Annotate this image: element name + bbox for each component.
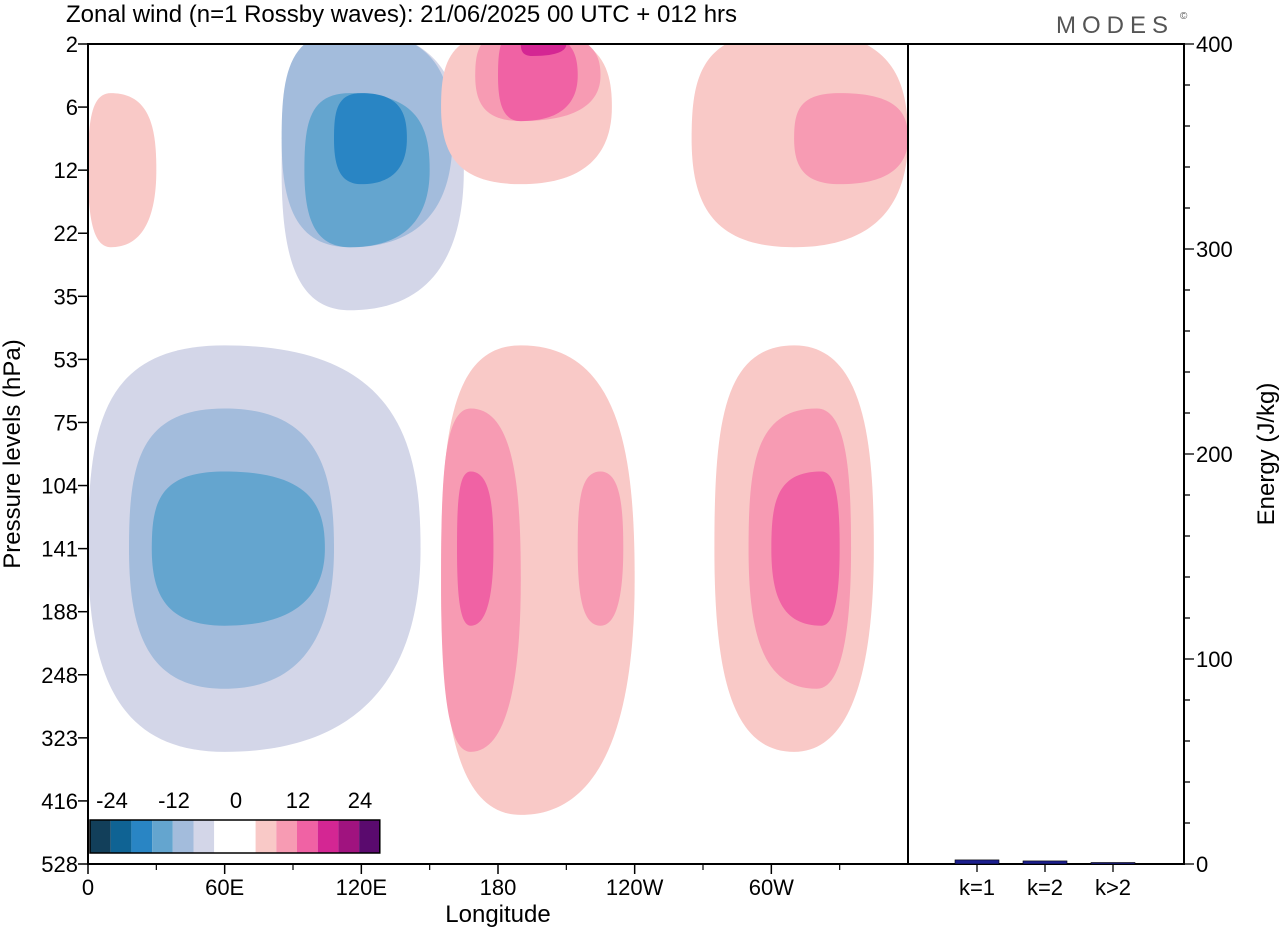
energy-axis-label: Energy (J/kg) [1253, 383, 1280, 526]
y-tick-label: 141 [41, 537, 78, 562]
modes-logo: MODES [1056, 12, 1174, 39]
colorbar-swatch [338, 820, 360, 853]
energy-tick-label: 0 [1196, 852, 1208, 877]
energy-tick-label: 400 [1196, 32, 1233, 57]
colorbar-swatch [214, 820, 235, 853]
contour-region-positive-4 [520, 44, 567, 56]
y-tick-label: 35 [54, 284, 78, 309]
contour-region-positive-2 [794, 93, 908, 185]
y-tick-label: 528 [41, 852, 78, 877]
energy-bar-chart: 0 100 200 300 400 k=1 k=2 k>2 [954, 32, 1233, 900]
x-axis-label: Longitude [445, 901, 550, 928]
y-tick-label: 6 [66, 95, 78, 120]
y-tick-label: 22 [54, 221, 78, 246]
chart-title: Zonal wind (n=1 Rossby waves): 21/06/202… [66, 1, 737, 28]
colorbar: -24 -12 0 12 24 [89, 788, 381, 854]
colorbar-swatch [317, 820, 339, 853]
y-tick-label: 2 [66, 32, 78, 57]
contour-region-positive-3 [498, 44, 578, 122]
colorbar-swatch [90, 820, 111, 853]
colorbar-tick-label: 12 [286, 788, 310, 813]
x-axis: 0 60E 120E 180 120W 60W [82, 864, 841, 900]
colorbar-swatch [172, 820, 194, 853]
energy-panel-frame [907, 43, 1185, 865]
colorbar-swatch [131, 820, 153, 853]
contour-region-positive-2 [577, 471, 624, 626]
contour-region-positive-3 [771, 471, 840, 626]
x-tick-label: 180 [480, 875, 517, 900]
logo-copyright-mark: © [1180, 11, 1188, 22]
colorbar-tick-label: 0 [230, 788, 242, 813]
energy-category-label: k=1 [959, 875, 995, 900]
x-tick-label: 0 [82, 875, 94, 900]
y-tick-label: 12 [54, 158, 78, 183]
contour-region-positive-1 [88, 93, 157, 248]
y-tick-label: 248 [41, 663, 78, 688]
colorbar-swatch [110, 820, 132, 853]
contour-region-negative-4 [334, 93, 407, 185]
contour-field [88, 44, 908, 815]
x-tick-label: 120E [336, 875, 387, 900]
energy-bar [1022, 860, 1068, 865]
energy-category-label: k>2 [1095, 875, 1131, 900]
y-tick-label: 53 [54, 347, 78, 372]
energy-tick-label: 100 [1196, 647, 1233, 672]
x-tick-label: 60W [749, 875, 794, 900]
x-tick-label: 60E [205, 875, 244, 900]
y-tick-label: 188 [41, 600, 78, 625]
energy-tick-label: 200 [1196, 442, 1233, 467]
y-tick-label: 75 [54, 410, 78, 435]
y-axis-label: Pressure levels (hPa) [0, 339, 26, 568]
y-tick-label: 104 [41, 474, 78, 499]
y-tick-label: 416 [41, 789, 78, 814]
contour-region-positive-3 [457, 471, 494, 626]
colorbar-swatch [152, 820, 173, 853]
colorbar-swatch [276, 820, 297, 853]
colorbar-tick-label: 24 [348, 788, 372, 813]
energy-bar [954, 859, 1000, 865]
contour-region-negative-3 [151, 471, 325, 626]
y-tick-label: 323 [41, 726, 78, 751]
colorbar-swatch [234, 820, 256, 853]
colorbar-tick-label: -12 [158, 788, 190, 813]
energy-bar [1090, 862, 1136, 865]
x-tick-label: 120W [606, 875, 664, 900]
colorbar-swatch [193, 820, 215, 853]
energy-tick-label: 300 [1196, 237, 1233, 262]
energy-category-label: k=2 [1027, 875, 1063, 900]
colorbar-swatch [297, 820, 318, 853]
colorbar-swatch [359, 820, 380, 853]
colorbar-tick-label: -24 [96, 788, 128, 813]
y-axis: 2 6 12 22 35 53 75 104 141 188 248 323 416 528 [41, 32, 88, 877]
colorbar-frame [89, 819, 381, 854]
colorbar-swatch [255, 820, 277, 853]
